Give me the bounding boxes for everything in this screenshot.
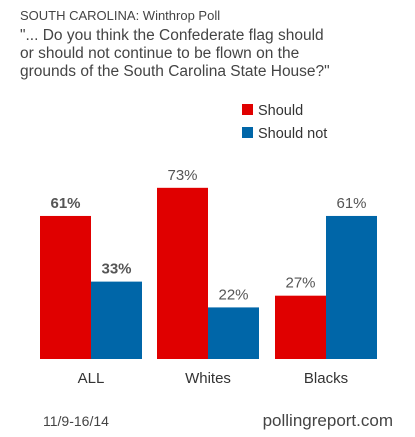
footer-date: 11/9-16/14 (43, 413, 109, 429)
bar-all-should (40, 215, 91, 359)
legend-swatch-should (242, 104, 253, 115)
bar-blacks-should-not (326, 215, 377, 359)
question-line-3: grounds of the South Carolina State Hous… (20, 63, 330, 80)
data-label-all-should-not: 33% (101, 261, 131, 278)
category-label-blacks: Blacks (304, 370, 348, 387)
data-label-whites-should-not: 22% (218, 286, 248, 303)
bar-blacks-should (275, 295, 326, 359)
bars-group: 61% 33% ALL 73% 22% Whites 27% 61% Blacks (40, 167, 377, 387)
bar-whites-should (157, 187, 208, 359)
question-line-1: "... Do you think the Confederate flag s… (20, 27, 324, 44)
data-label-whites-should: 73% (167, 167, 197, 184)
category-label-whites: Whites (185, 370, 231, 387)
bar-all-should-not (91, 281, 142, 359)
data-label-blacks-should-not: 61% (336, 195, 366, 212)
legend-label-should-not: Should not (258, 126, 327, 142)
data-label-blacks-should: 27% (285, 275, 315, 292)
bar-whites-should-not (208, 307, 259, 359)
legend-label-should: Should (258, 103, 303, 119)
category-label-all: ALL (78, 370, 105, 387)
question-line-2: or should not continue to be flown on th… (20, 45, 299, 62)
legend-swatch-should-not (242, 127, 253, 138)
chart-title: SOUTH CAROLINA: Winthrop Poll (20, 8, 220, 23)
footer-source: pollingreport.com (263, 411, 393, 430)
data-label-all-should: 61% (50, 195, 80, 212)
